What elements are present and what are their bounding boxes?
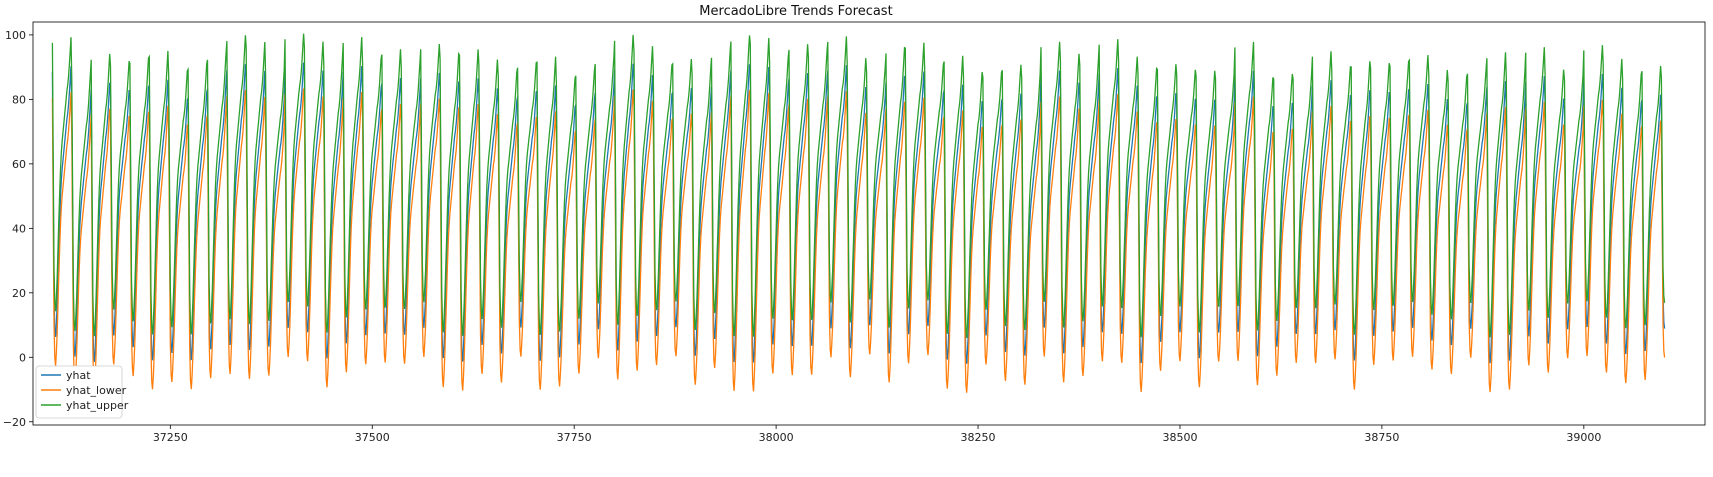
y-tick-label: 80: [12, 93, 26, 106]
y-tick-label: 100: [5, 29, 26, 42]
y-tick-label: 20: [12, 287, 26, 300]
legend-label-yhat_lower: yhat_lower: [66, 384, 127, 397]
x-tick-label: 37500: [355, 431, 390, 444]
legend-label-yhat_upper: yhat_upper: [66, 399, 129, 412]
legend-label-yhat: yhat: [66, 369, 91, 382]
y-tick-label: −20: [3, 416, 26, 429]
y-axis: −20 0 20 40 60 80 100: [3, 29, 33, 429]
x-tick-label: 37250: [153, 431, 188, 444]
x-axis: 37250 37500 37750 38000 38250 38500 38750 39000: [153, 425, 1601, 444]
y-tick-label: 0: [19, 351, 26, 364]
y-tick-label: 40: [12, 222, 26, 235]
plot-frame: [32, 21, 1706, 426]
x-tick-label: 38500: [1162, 431, 1197, 444]
series-line-yhat_upper: [51, 33, 1666, 338]
series-line-yhat: [51, 62, 1666, 364]
legend: yhat yhat_lower yhat_upper: [35, 365, 129, 419]
plot-area: [51, 33, 1666, 393]
y-tick-label: 60: [12, 158, 26, 171]
chart-title: MercadoLibre Trends Forecast: [699, 4, 892, 19]
x-tick-label: 38000: [759, 431, 794, 444]
x-tick-label: 38250: [961, 431, 996, 444]
x-tick-label: 39000: [1566, 431, 1601, 444]
x-tick-label: 38750: [1364, 431, 1399, 444]
series-line-yhat_lower: [51, 88, 1666, 393]
x-tick-label: 37750: [557, 431, 592, 444]
